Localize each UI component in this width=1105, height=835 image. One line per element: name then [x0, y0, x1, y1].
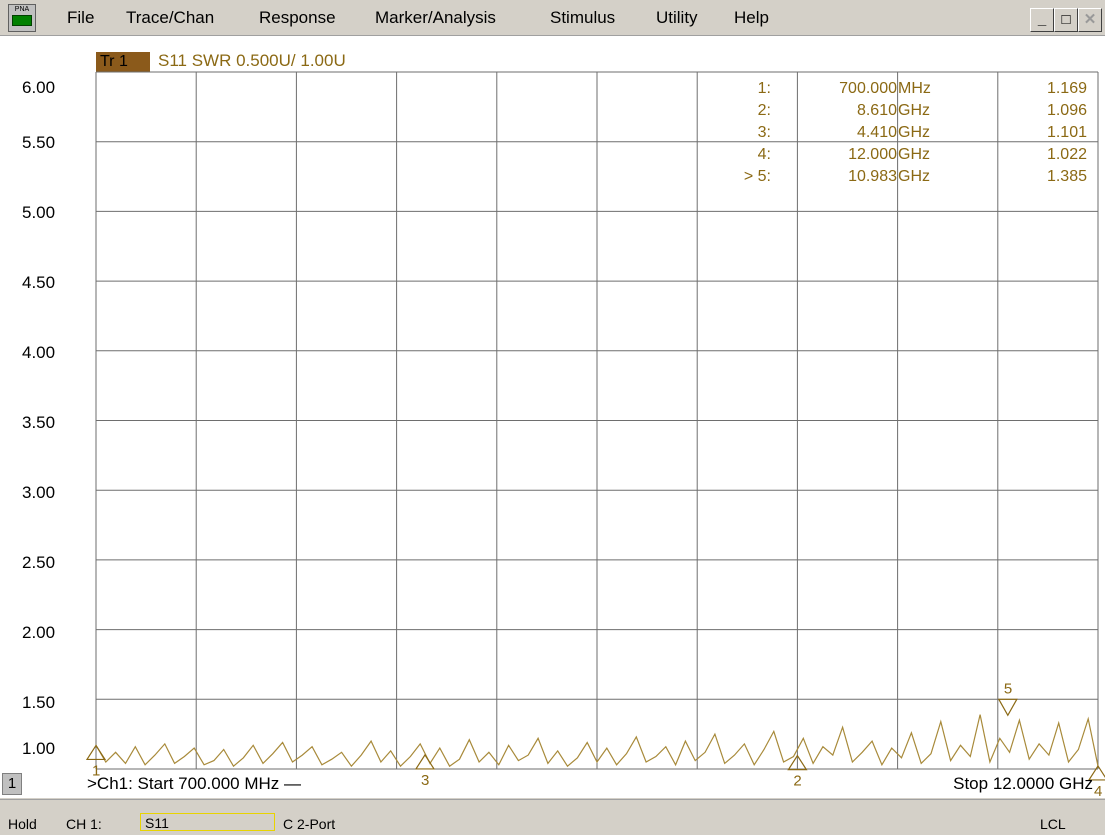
menu-bar: PNA File Trace/Chan Response Marker/Anal…	[0, 0, 1105, 36]
cal-status[interactable]: C 2-Port	[283, 816, 336, 832]
marker-unit: GHz	[898, 102, 930, 119]
y-tick-label: 1.00	[22, 739, 56, 758]
y-tick-label: 4.00	[22, 343, 56, 362]
menu-marker-analysis[interactable]: Marker/Analysis	[375, 8, 496, 27]
marker-number-label: 3	[421, 772, 429, 789]
marker-id: 1:	[757, 80, 771, 97]
marker-unit: GHz	[898, 168, 930, 185]
trace-badge[interactable]: Tr 1	[96, 52, 150, 72]
marker-unit: GHz	[898, 124, 930, 141]
trace-label[interactable]: S11 SWR 0.500U/ 1.00U	[158, 51, 346, 70]
marker-reading: 1.022	[1046, 146, 1087, 163]
y-tick-label: 3.00	[22, 483, 56, 502]
marker-value: 12.000	[848, 146, 897, 163]
graticule-plot[interactable]: 1 2 3 4 5	[0, 36, 1105, 798]
marker-number-label: 2	[793, 773, 801, 790]
marker-triangle	[787, 754, 808, 771]
y-tick-label: 4.50	[22, 273, 56, 292]
marker-3[interactable]: 3	[414, 753, 436, 789]
marker-triangle	[414, 753, 436, 770]
s11-trace-line	[95, 714, 1099, 768]
sweep-start-label[interactable]: >Ch1: Start 700.000 MHz —	[87, 774, 302, 793]
marker-id: 4:	[757, 146, 771, 163]
marker-5[interactable]: 5	[997, 680, 1018, 717]
y-tick-label: 2.00	[22, 623, 56, 642]
marker-reading: 1.169	[1046, 80, 1087, 97]
marker-reading: 1.096	[1046, 102, 1087, 119]
marker-number-label: 4	[1094, 783, 1102, 798]
marker-triangle	[1087, 764, 1105, 781]
channel-number-tab[interactable]: 1	[2, 773, 22, 795]
measurement-display[interactable]: Tr 1 S11 SWR 0.500U/ 1.00U 6.00 5.50 5.0…	[0, 36, 1105, 798]
marker-number-label: 1	[92, 762, 100, 779]
marker-number-label: 5	[1004, 680, 1012, 697]
close-button[interactable]: ✕	[1078, 8, 1102, 32]
marker-value: 10.983	[848, 168, 897, 185]
status-bar: Hold CH 1: S11 C 2-Port LCL	[0, 799, 1105, 835]
marker-unit: MHz	[898, 80, 931, 97]
channel-status: CH 1:	[66, 816, 102, 832]
menu-response[interactable]: Response	[259, 8, 336, 27]
y-tick-label: 2.50	[22, 553, 56, 572]
restore-button[interactable]: □	[1054, 8, 1078, 32]
y-tick-label: 5.50	[22, 133, 56, 152]
marker-id: 2:	[757, 102, 771, 119]
marker-id: 3:	[757, 124, 771, 141]
minimize-button[interactable]: _	[1030, 8, 1054, 32]
marker-reading: 1.385	[1046, 168, 1087, 185]
marker-1[interactable]: 1	[85, 744, 107, 779]
marker-triangle	[85, 744, 107, 761]
marker-value: 700.000	[839, 80, 897, 97]
menu-stimulus[interactable]: Stimulus	[550, 8, 616, 27]
pna-app-icon[interactable]: PNA	[8, 4, 36, 32]
y-tick-label: 1.50	[22, 693, 56, 712]
marker-reading: 1.101	[1046, 124, 1087, 141]
hold-status[interactable]: Hold	[8, 816, 37, 832]
y-tick-label: 3.50	[22, 413, 56, 432]
marker-value: 8.610	[856, 102, 897, 119]
local-status: LCL	[1040, 816, 1066, 832]
marker-2[interactable]: 2	[787, 754, 808, 790]
marker-id-active: > 5:	[743, 168, 771, 185]
measurement-status[interactable]: S11	[140, 813, 275, 831]
menu-trace-chan[interactable]: Trace/Chan	[126, 8, 215, 27]
marker-unit: GHz	[898, 146, 930, 163]
marker-value: 4.410	[856, 124, 897, 141]
y-tick-label: 5.00	[22, 203, 56, 222]
marker-triangle	[997, 698, 1018, 717]
menu-utility[interactable]: Utility	[656, 8, 698, 27]
menu-file[interactable]: File	[67, 8, 95, 27]
y-tick-label: 6.00	[22, 78, 56, 97]
menu-help[interactable]: Help	[734, 8, 769, 27]
sweep-stop-label[interactable]: Stop 12.0000 GHz	[953, 774, 1093, 793]
marker-4[interactable]: 4	[1087, 764, 1105, 798]
